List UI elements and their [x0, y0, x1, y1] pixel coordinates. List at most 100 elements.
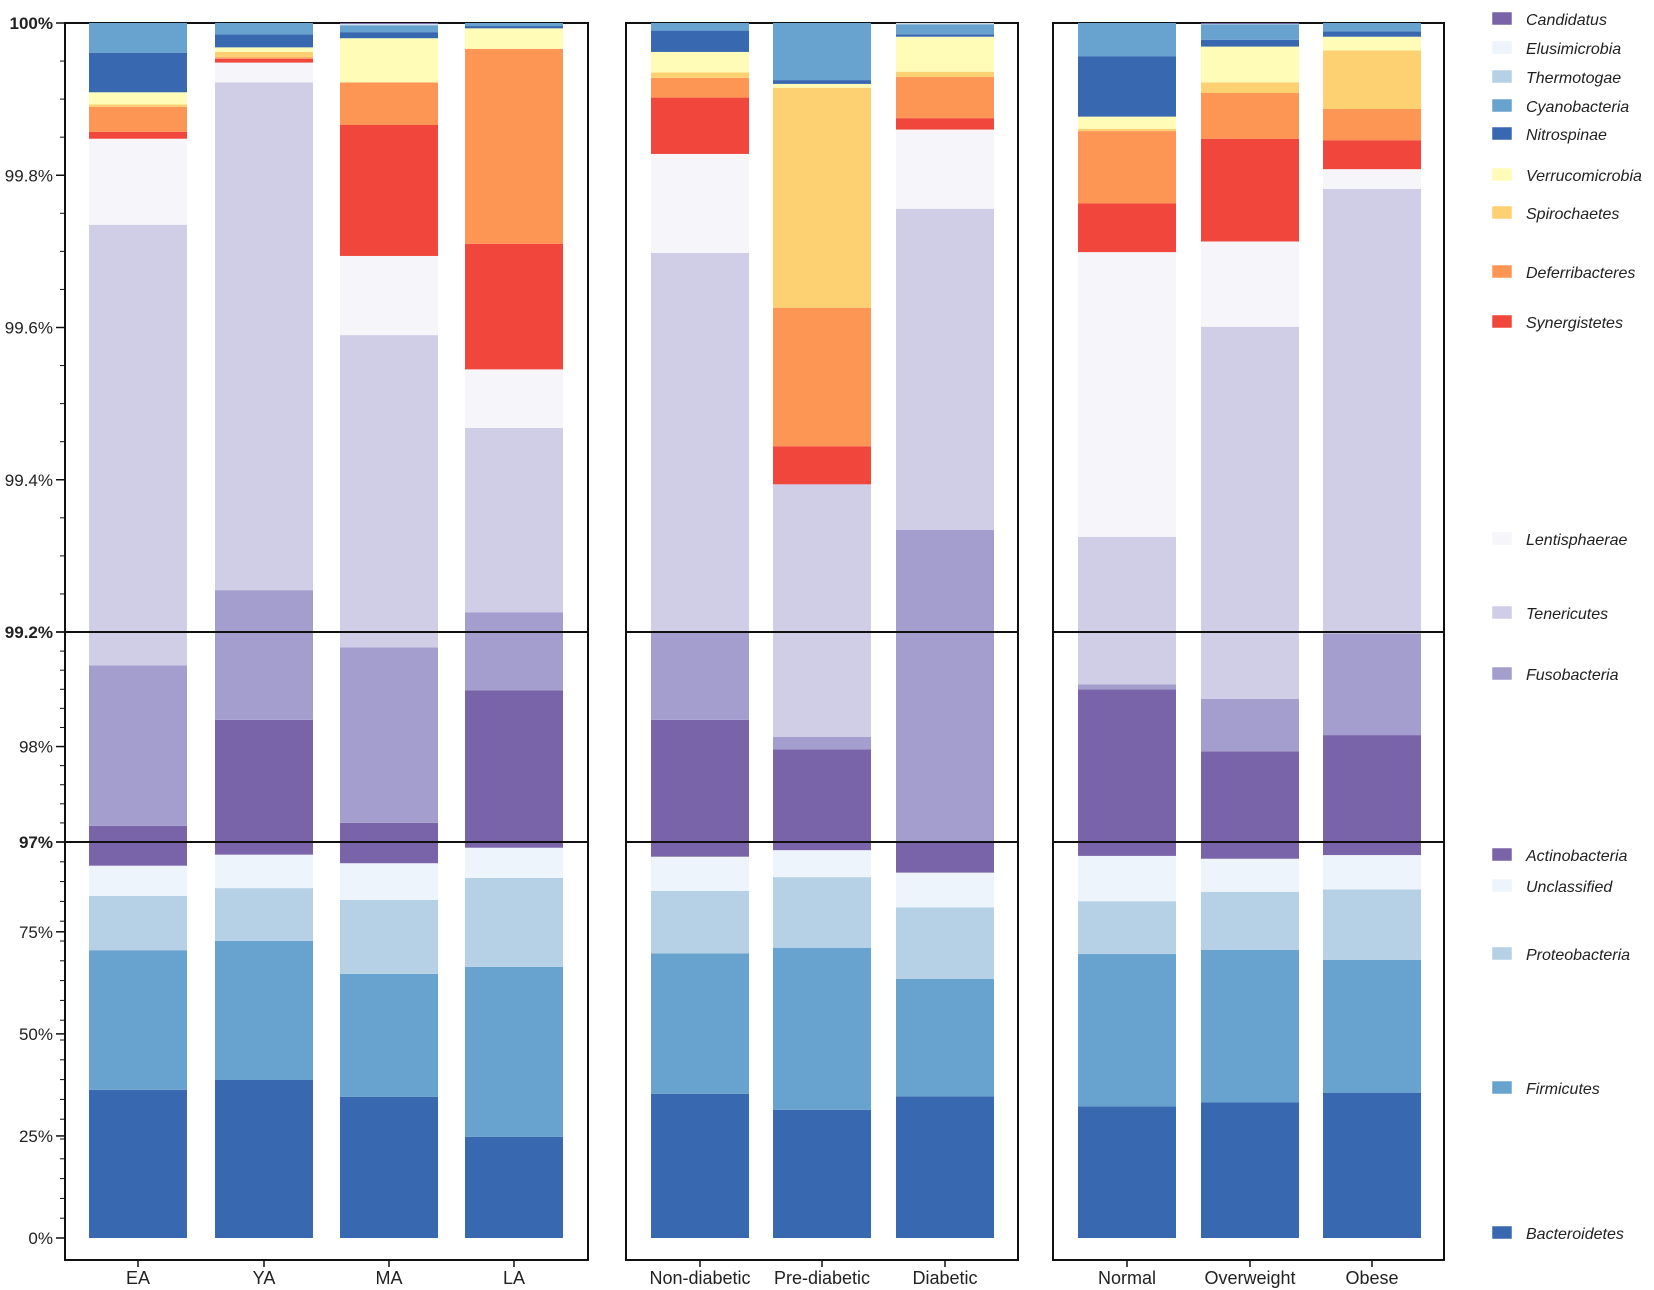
bar-segment-la-verrucomicrobia: [465, 28, 563, 49]
bar-segment-ma-lentisphaerae: [340, 255, 438, 336]
bar-segment-normal-nitrospinae: [1078, 56, 1176, 117]
bar-segment-ya-actinobacteria: [215, 719, 313, 842]
bar-segment-diabetic-synergistetes: [896, 118, 994, 130]
y-tick-label-100: 100%: [10, 14, 53, 33]
bar-segment-ya-tenericutes: [215, 82, 313, 591]
legend-swatch-candidatus: [1491, 11, 1513, 26]
bar-segment-overweight-tenericutes: [1201, 632, 1299, 699]
bar-segment-overweight-proteobacteria: [1201, 891, 1299, 950]
bar-segment-ma-firmicutes: [340, 973, 438, 1097]
bar-segment-ya-actinobacteria: [215, 842, 313, 855]
bar-segment-overweight-lentisphaerae: [1201, 241, 1299, 327]
bar-non-diabetic: [651, 23, 749, 1238]
bar-segment-overweight-thermotogae: [1201, 23, 1299, 25]
bar-segment-la-synergistetes: [465, 243, 563, 370]
bar-segment-ma-nitrospinae: [340, 32, 438, 39]
legend-swatch-bacteroidetes: [1491, 1225, 1513, 1240]
bar-segment-obese-actinobacteria: [1323, 842, 1421, 856]
bar-segment-diabetic-actinobacteria: [896, 842, 994, 873]
bar-segment-ya-nitrospinae: [215, 34, 313, 48]
legend: Candidatus Elusimicrobia Thermotogae Cyanob…: [1491, 11, 1642, 1243]
bar-segment-diabetic-deferribacteres: [896, 77, 994, 119]
bar-segment-non-diabetic-cyanobacteria: [651, 23, 749, 31]
legend-label-deferribacteres: Deferribacteres: [1526, 265, 1635, 282]
bar-segment-ea-tenericutes: [89, 632, 187, 666]
legend-swatch-proteobacteria: [1491, 946, 1513, 961]
bar-segment-pre-diabetic-unclassified: [773, 850, 871, 878]
bar-ya: [215, 23, 313, 1238]
bar-segment-non-diabetic-spirochaetes: [651, 72, 749, 78]
y-tick-label-50: 50%: [19, 1025, 53, 1044]
x-tick-label-overweight: Overweight: [1204, 1268, 1295, 1288]
bar-segment-la-tenericutes: [465, 427, 563, 613]
bar-segment-ya-bacteroidetes: [215, 1080, 313, 1238]
bar-segment-ma-synergistetes: [340, 125, 438, 256]
bar-segment-ma-tenericutes: [340, 632, 438, 648]
x-tick-label-ma: MA: [376, 1268, 403, 1288]
bar-diabetic: [896, 23, 994, 1238]
bar-segment-pre-diabetic-actinobacteria: [773, 842, 871, 851]
bar-la: [465, 23, 563, 1238]
bar-segment-ma-proteobacteria: [340, 899, 438, 974]
bar-segment-normal-actinobacteria: [1078, 689, 1176, 842]
bar-segment-la-unclassified: [465, 847, 563, 878]
y-tick-label-97: 97%: [19, 833, 53, 852]
x-tick-label-ea: EA: [126, 1268, 150, 1288]
legend-label-fusobacteria: Fusobacteria: [1526, 667, 1619, 684]
bar-segment-ma-elusimicrobia: [340, 23, 438, 25]
bar-segment-ya-proteobacteria: [215, 888, 313, 941]
bar-segment-normal-bacteroidetes: [1078, 1106, 1176, 1238]
y-tick-label-99-8: 99.8%: [5, 166, 53, 185]
bar-segment-normal-tenericutes: [1078, 536, 1176, 632]
legend-label-bacteroidetes: Bacteroidetes: [1526, 1226, 1624, 1243]
bar-segment-pre-diabetic-cyanobacteria: [773, 23, 871, 81]
legend-swatch-fusobacteria: [1491, 666, 1513, 681]
x-tick-label-non-diabetic: Non-diabetic: [649, 1268, 750, 1288]
legend-label-lentisphaerae: Lentisphaerae: [1526, 532, 1628, 549]
bar-segment-la-bacteroidetes: [465, 1136, 563, 1238]
bar-segment-diabetic-firmicutes: [896, 978, 994, 1097]
bar-segment-pre-diabetic-firmicutes: [773, 947, 871, 1110]
bar-normal: [1078, 23, 1176, 1238]
x-tick-label-ya: YA: [253, 1268, 276, 1288]
bar-segment-ma-verrucomicrobia: [340, 38, 438, 83]
panel-age: [89, 23, 563, 1238]
bar-segment-pre-diabetic-proteobacteria: [773, 877, 871, 948]
bar-segment-non-diabetic-synergistetes: [651, 97, 749, 154]
bar-segment-non-diabetic-proteobacteria: [651, 890, 749, 954]
x-tick-label-obese: Obese: [1345, 1268, 1398, 1288]
bar-segment-ea-lentisphaerae: [89, 138, 187, 225]
bar-segment-non-diabetic-firmicutes: [651, 953, 749, 1094]
y-tick-label-0: 0%: [28, 1229, 53, 1248]
bar-segment-overweight-nitrospinae: [1201, 39, 1299, 47]
bar-segment-overweight-actinobacteria: [1201, 842, 1299, 859]
bar-segment-normal-tenericutes: [1078, 632, 1176, 685]
legend-swatch-cyanobacteria: [1491, 98, 1513, 113]
bar-segment-la-fusobacteria: [465, 612, 563, 632]
legend-swatch-unclassified: [1491, 878, 1513, 893]
x-tick-label-diabetic: Diabetic: [912, 1268, 977, 1288]
bar-segment-diabetic-spirochaetes: [896, 71, 994, 78]
legend-label-verrucomicrobia: Verrucomicrobia: [1526, 168, 1642, 185]
panel-diabetes: [651, 23, 994, 1238]
bar-segment-ma-bacteroidetes: [340, 1096, 438, 1238]
legend-swatch-tenericutes: [1491, 605, 1513, 620]
bar-overweight: [1201, 23, 1299, 1238]
bar-segment-ya-fusobacteria: [215, 632, 313, 720]
bar-segment-la-actinobacteria: [465, 842, 563, 848]
bar-segment-non-diabetic-verrucomicrobia: [651, 51, 749, 73]
bar-segment-normal-proteobacteria: [1078, 901, 1176, 954]
bar-segment-obese-tenericutes: [1323, 188, 1421, 632]
bar-segment-obese-cyanobacteria: [1323, 23, 1421, 32]
y-tick-label-98: 98%: [19, 738, 53, 757]
x-tick-label-normal: Normal: [1098, 1268, 1156, 1288]
bar-segment-overweight-bacteroidetes: [1201, 1102, 1299, 1238]
bar-segment-ea-spirochaetes: [89, 104, 187, 107]
bar-segment-la-lentisphaerae: [465, 369, 563, 428]
bar-segment-ea-actinobacteria: [89, 842, 187, 866]
bar-segment-diabetic-nitrospinae: [896, 34, 994, 37]
bar-segment-obese-firmicutes: [1323, 959, 1421, 1093]
bar-segment-ya-synergistetes: [215, 58, 313, 63]
bar-ea: [89, 23, 187, 1238]
